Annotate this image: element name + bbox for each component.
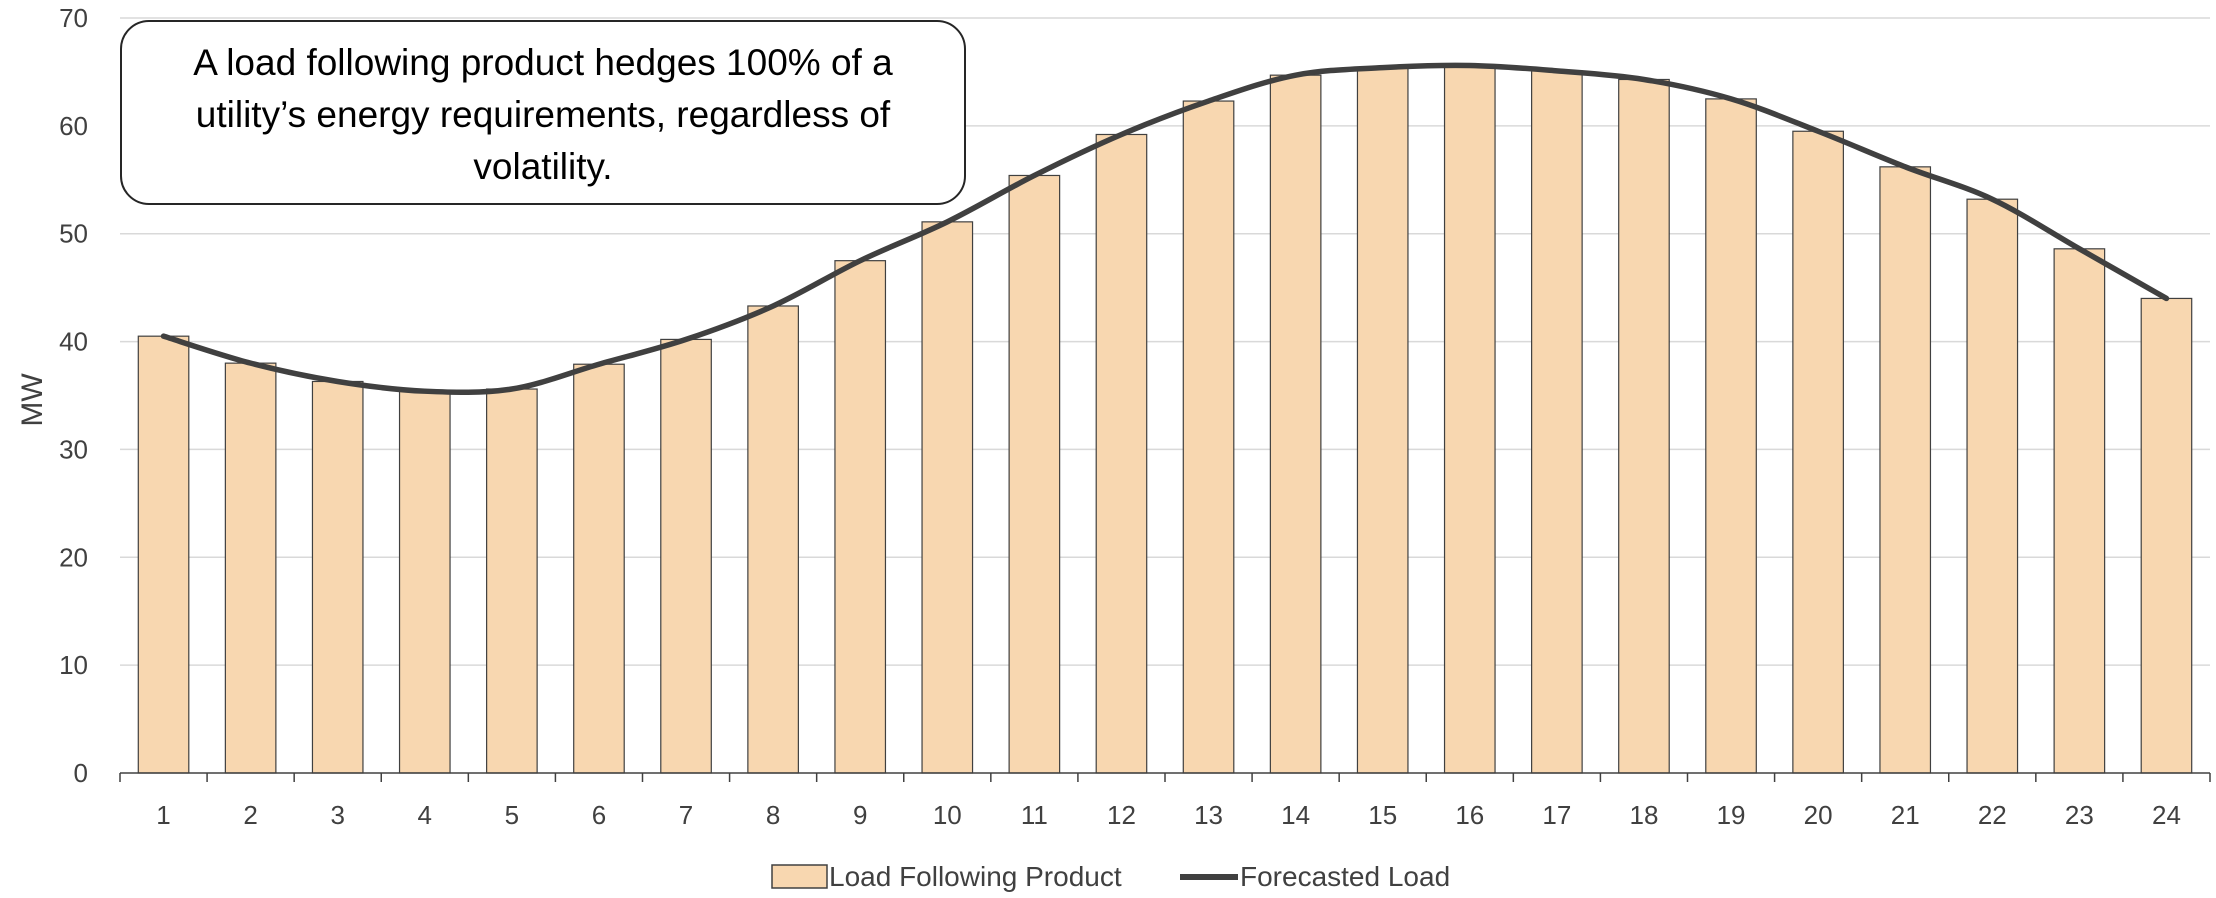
bar-10	[921, 221, 974, 774]
y-axis-tick-labels: 0 10 20 30 40 50 60 70	[59, 3, 88, 788]
y-tick-label: 40	[59, 327, 88, 357]
bar-9	[834, 260, 887, 774]
y-tick-label: 20	[59, 542, 88, 572]
x-tick-label: 1	[156, 800, 170, 830]
bar-11	[1008, 174, 1061, 774]
legend-label-load-following: Load Following Product	[829, 861, 1122, 892]
bar-16	[1443, 64, 1496, 774]
x-tick-label: 16	[1455, 800, 1484, 830]
bar-19	[1705, 98, 1757, 774]
forecast-line-group	[160, 62, 2170, 396]
x-tick-label: 23	[2065, 800, 2094, 830]
x-tick-label: 7	[679, 800, 693, 830]
bar-1	[137, 335, 190, 774]
x-tick-label: 3	[330, 800, 344, 830]
x-tick-label: 13	[1194, 800, 1223, 830]
x-tick-label: 11	[1021, 800, 1048, 830]
forecast-line	[160, 62, 2170, 396]
y-tick-label: 10	[59, 650, 88, 680]
x-tick-label: 5	[505, 800, 519, 830]
callout-box: A load following product hedges 100% of …	[120, 20, 966, 205]
bar-6	[573, 363, 625, 774]
bars	[137, 64, 2193, 774]
x-tick-label: 24	[2152, 800, 2181, 830]
bar-22	[1966, 198, 2019, 774]
bar-3	[311, 380, 364, 774]
y-tick-label: 0	[74, 758, 88, 788]
x-tick-label: 12	[1107, 800, 1136, 830]
bar-15	[1356, 67, 1409, 774]
x-tick-label: 20	[1804, 800, 1833, 830]
x-tick-label: 15	[1368, 800, 1397, 830]
bar-4	[398, 390, 451, 774]
callout-line-1: A load following product hedges 100% of …	[193, 42, 893, 83]
x-tick-label: 22	[1978, 800, 2007, 830]
bar-20	[1792, 130, 1844, 774]
x-tick-label: 6	[592, 800, 606, 830]
y-tick-label: 70	[59, 3, 88, 33]
bar-12	[1095, 133, 1148, 774]
y-axis-label: MW	[16, 373, 49, 427]
x-tick-label: 2	[243, 800, 257, 830]
x-tick-label: 9	[853, 800, 867, 830]
bar-21	[1879, 166, 1932, 774]
x-tick-label: 8	[766, 800, 780, 830]
x-tick-label: 14	[1281, 800, 1310, 830]
y-tick-label: 60	[59, 111, 88, 141]
x-axis-tick-labels: 1 2 3 4 5 6 7 8 9 10 11 12 13 14 15 16 17 18 19 20 21 22 23 24	[156, 800, 2181, 830]
bar-17	[1531, 70, 1583, 774]
legend: Load Following Product Forecasted Load	[771, 861, 1450, 892]
x-axis	[119, 772, 2211, 782]
bar-14	[1269, 74, 1322, 774]
bar-23	[2053, 248, 2106, 774]
bar-2	[224, 362, 277, 774]
bar-8	[747, 305, 799, 774]
x-tick-label: 19	[1717, 800, 1746, 830]
bar-5	[486, 388, 538, 774]
bar-18	[1618, 78, 1670, 774]
bar-7	[660, 338, 712, 774]
legend-swatch-bar	[771, 864, 828, 889]
y-tick-label: 50	[59, 219, 88, 249]
callout-line-2: utility’s energy requirements, regardles…	[196, 94, 891, 135]
y-tick-label: 30	[59, 434, 88, 464]
x-tick-label: 17	[1542, 800, 1571, 830]
bar-13	[1182, 100, 1235, 774]
bar-24	[2140, 297, 2193, 774]
x-tick-label: 4	[418, 800, 432, 830]
x-tick-label: 18	[1629, 800, 1658, 830]
legend-label-forecasted-load: Forecasted Load	[1240, 861, 1450, 892]
x-tick-label: 21	[1891, 800, 1920, 830]
callout-line-3: volatility.	[473, 146, 612, 187]
x-tick-label: 10	[933, 800, 962, 830]
